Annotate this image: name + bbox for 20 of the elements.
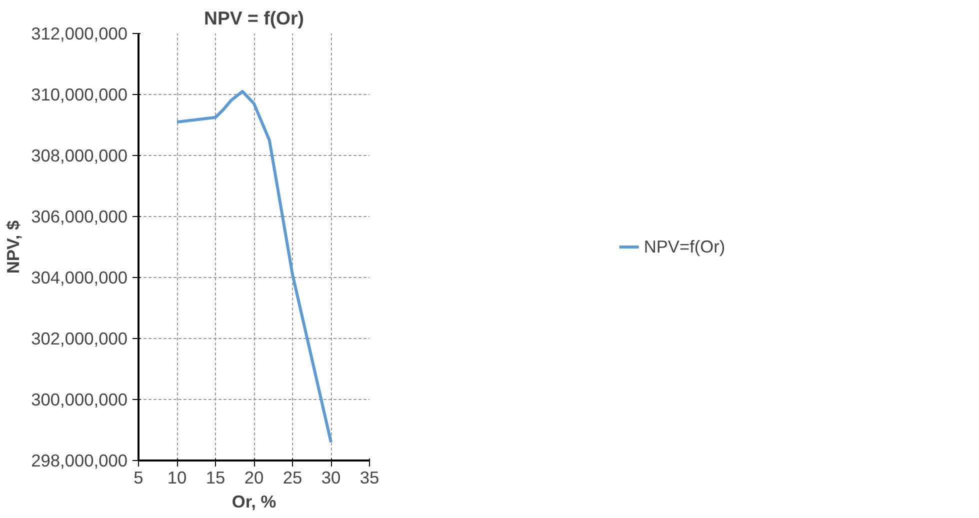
x-axis-title: Or, % [232,492,276,512]
y-axis-title: NPV, $ [3,220,24,274]
chart-title: NPV = f(Or) [204,8,304,28]
x-tick-label: 5 [134,468,144,488]
x-tick-label: 20 [244,468,264,488]
x-tick-label: 10 [167,468,187,488]
x-tick-label: 35 [360,468,380,488]
y-tick-label: 306,000,000 [31,206,128,226]
y-tick-label: 298,000,000 [31,450,128,470]
line-series [176,90,332,444]
x-tick-label: 15 [206,468,226,488]
y-tick-label: 302,000,000 [31,328,128,348]
y-tick-label: 310,000,000 [31,84,128,104]
y-tick-label: 312,000,000 [31,24,128,44]
y-tick-label: 308,000,000 [31,146,128,166]
x-tick-label: 30 [321,468,341,488]
legend-label: NPV=f(Or) [644,236,726,257]
y-tick-label: 300,000,000 [31,390,128,410]
y-tick-label: 304,000,000 [31,268,128,288]
x-tick-label: 25 [282,468,302,488]
